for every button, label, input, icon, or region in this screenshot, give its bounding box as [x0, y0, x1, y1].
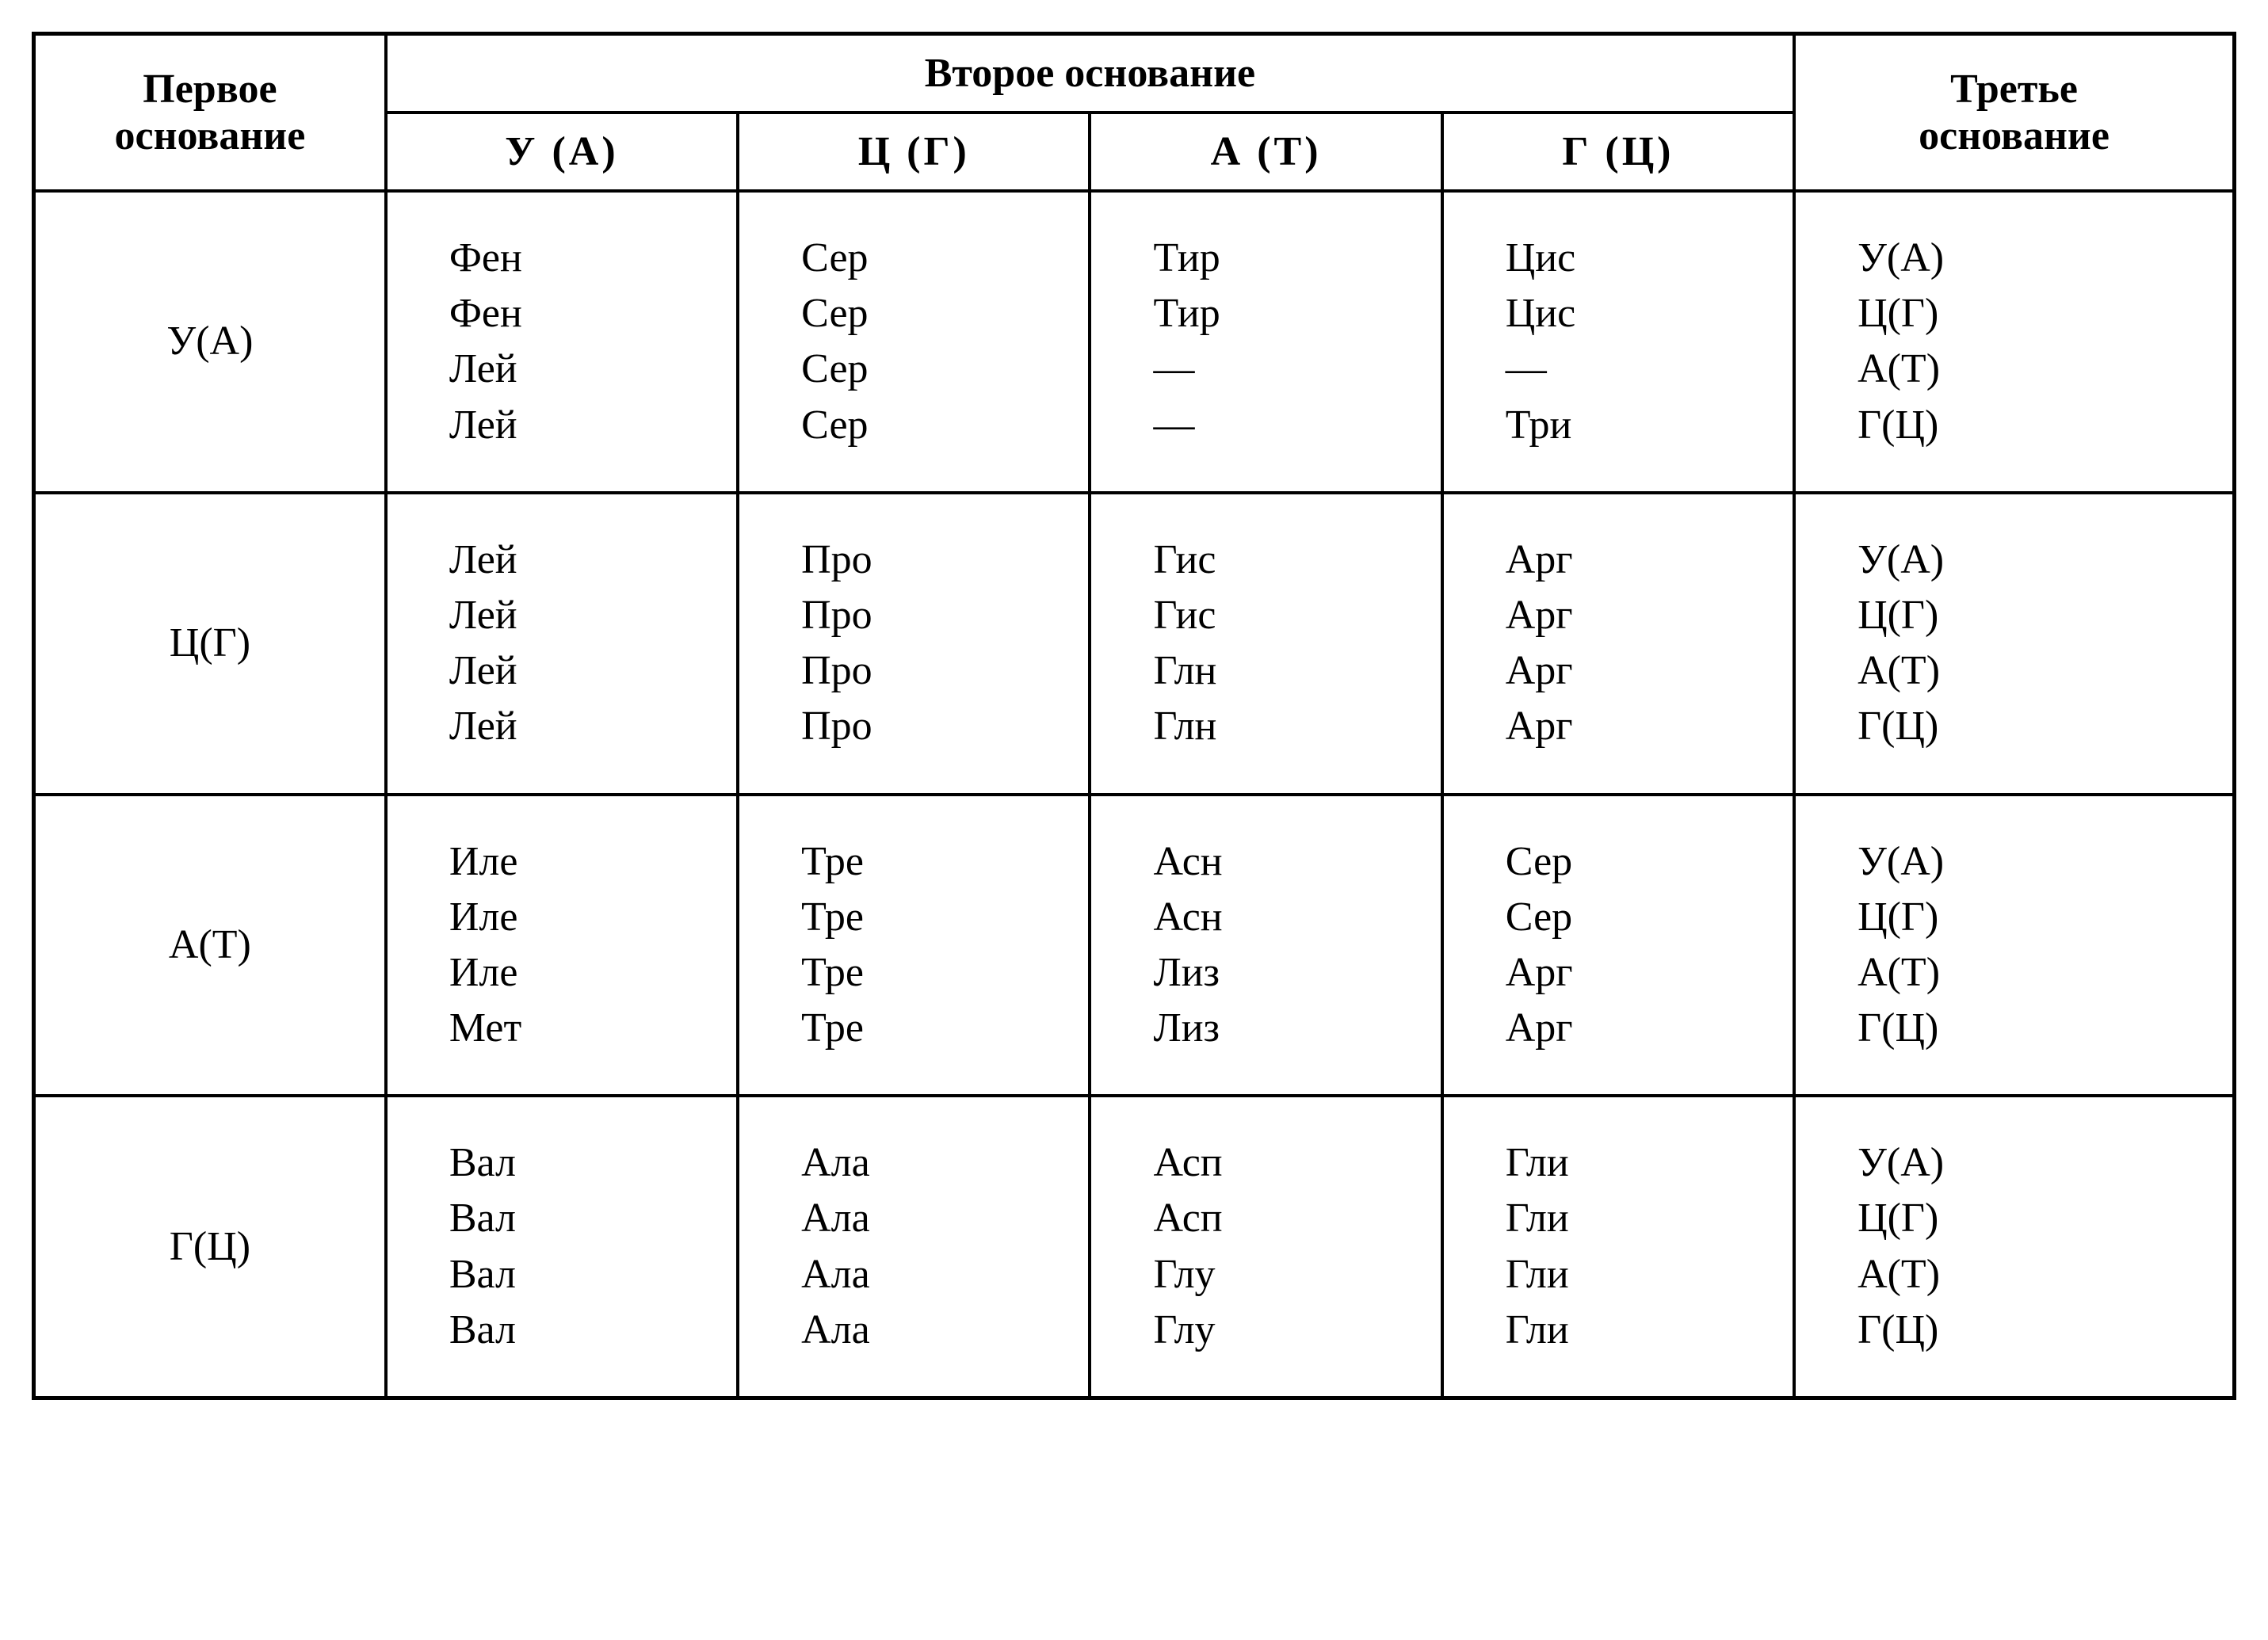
- third-base-cell: У(А)Ц(Г)А(Т)Г(Ц): [1794, 1096, 2234, 1398]
- header-third: Третьеоснование: [1794, 34, 2234, 192]
- amino-cell: ГисГисГлнГлн: [1090, 493, 1441, 795]
- amino-cell: ТреТреТреТре: [738, 795, 1090, 1097]
- amino-cell: ЛейЛейЛейЛей: [386, 493, 738, 795]
- table-row: Ц(Г)ЛейЛейЛейЛейПроПроПроПроГисГисГлнГлн…: [34, 493, 2235, 795]
- third-base-cell: У(А)Ц(Г)А(Т)Г(Ц): [1794, 191, 2234, 493]
- amino-cell: ИлеИлеИлеМет: [386, 795, 738, 1097]
- table-row: А(Т)ИлеИлеИлеМетТреТреТреТреАснАснЛизЛиз…: [34, 795, 2235, 1097]
- amino-cell: АргАргАргАрг: [1442, 493, 1794, 795]
- amino-cell: ТирТир——: [1090, 191, 1441, 493]
- first-base-cell: Ц(Г): [34, 493, 386, 795]
- first-base-cell: Г(Ц): [34, 1096, 386, 1398]
- table-row: Г(Ц)ВалВалВалВалАлаАлаАлаАлаАспАспГлуГлу…: [34, 1096, 2235, 1398]
- amino-cell: ПроПроПроПро: [738, 493, 1090, 795]
- table-row: У(А)ФенФенЛейЛейСерСерСерСерТирТир——ЦисЦ…: [34, 191, 2235, 493]
- subheader-0: У (А): [386, 113, 738, 191]
- header-first: Первоеоснование: [34, 34, 386, 192]
- subheader-1: Ц (Г): [738, 113, 1090, 191]
- first-base-cell: А(Т): [34, 795, 386, 1097]
- third-base-cell: У(А)Ц(Г)А(Т)Г(Ц): [1794, 493, 2234, 795]
- subheader-3: Г (Ц): [1442, 113, 1794, 191]
- amino-cell: АлаАлаАлаАла: [738, 1096, 1090, 1398]
- table-body: У(А)ФенФенЛейЛейСерСерСерСерТирТир——ЦисЦ…: [34, 191, 2235, 1398]
- first-base-cell: У(А): [34, 191, 386, 493]
- codon-table: Первоеоснование Второе основание Третьео…: [32, 32, 2236, 1400]
- amino-cell: СерСерАргАрг: [1442, 795, 1794, 1097]
- amino-cell: ГлиГлиГлиГли: [1442, 1096, 1794, 1398]
- amino-cell: ФенФенЛейЛей: [386, 191, 738, 493]
- amino-cell: ЦисЦис—Три: [1442, 191, 1794, 493]
- third-base-cell: У(А)Ц(Г)А(Т)Г(Ц): [1794, 795, 2234, 1097]
- amino-cell: АснАснЛизЛиз: [1090, 795, 1441, 1097]
- subheader-2: А (Т): [1090, 113, 1441, 191]
- amino-cell: СерСерСерСер: [738, 191, 1090, 493]
- amino-cell: АспАспГлуГлу: [1090, 1096, 1441, 1398]
- amino-cell: ВалВалВалВал: [386, 1096, 738, 1398]
- header-second: Второе основание: [386, 34, 1794, 113]
